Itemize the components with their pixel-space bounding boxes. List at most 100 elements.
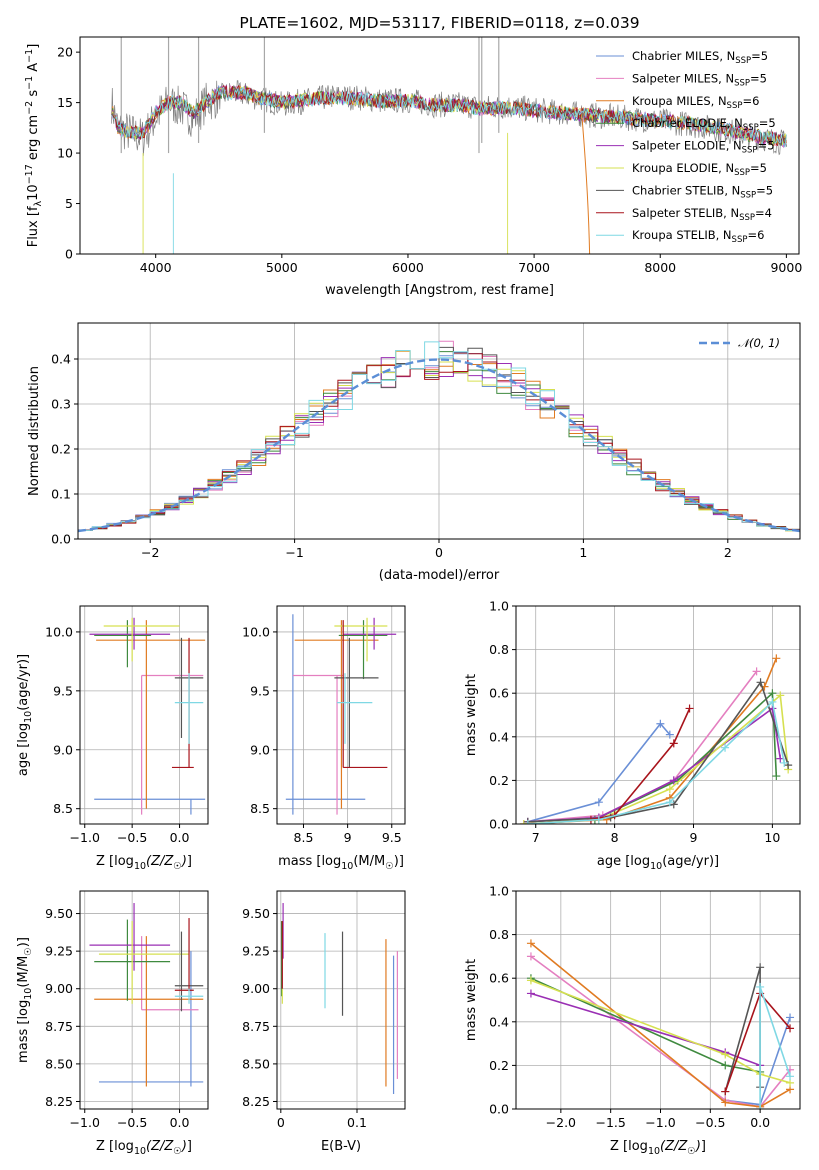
x-axis-label: age [log10(age/yr)] (597, 854, 719, 872)
label-part: ] (187, 1139, 192, 1154)
axes-frame (276, 605, 406, 825)
x-axis-label: Z [log10(Z/Z☉)] (610, 1139, 706, 1157)
y-tick-label: 9.0 (53, 742, 73, 757)
weight-vs-age-plot-area (519, 654, 793, 824)
label-part: ☉ (687, 1146, 696, 1157)
label-part: Z [log (96, 1139, 134, 1154)
series-point (665, 798, 674, 807)
x-tick-label: 0.1 (347, 1115, 367, 1130)
label-part: mass weight (464, 959, 479, 1041)
series-point (721, 1050, 730, 1059)
legend-name: Chabrier ELODIE, N (632, 116, 743, 130)
series-line-salpeter-elodie (527, 707, 782, 823)
label-part: ☉ (385, 861, 394, 872)
y-tick-label: 0.0 (489, 817, 509, 832)
series-point (768, 689, 777, 698)
series-line-chabrier-stelib (724, 967, 761, 1092)
series-point (721, 1087, 730, 1096)
series-point (685, 704, 694, 713)
series-line-kroupa-stelib (527, 700, 785, 824)
x-tick-label: 9000 (770, 260, 802, 275)
weight-vs-Z-plot-area (526, 939, 795, 1109)
label-part: )] (16, 937, 31, 947)
series-point (669, 739, 678, 748)
series-point (665, 730, 674, 739)
y-axis-label: Flux [fλ10−17 erg cm−2 s−1 A−1] (24, 44, 44, 248)
series-point (756, 678, 765, 687)
x-tick-label: 8.5 (294, 830, 314, 845)
legend-entry: Chabrier STELIB, NSSP=5 (632, 183, 773, 200)
y-tick-label: 0.4 (489, 729, 509, 744)
x-tick-label: 4000 (140, 260, 172, 275)
y-tick-label: 0.4 (489, 1014, 509, 1029)
normal-curve (78, 358, 800, 533)
series-point (768, 697, 777, 706)
axes-frame (515, 890, 801, 1110)
y-tick-label: 9.50 (45, 906, 73, 921)
mass-vs-Z-panel: −1.0 −0.5 0.0 8.25 8.50 8.75 9.00 9.25 9.50 Z [lo… (16, 890, 209, 1157)
series-line-chabrier-stelib (527, 680, 789, 823)
model-dropout (581, 117, 591, 254)
x-axis-label: E(B-V) (321, 1139, 361, 1154)
legend-value: =5 (750, 71, 767, 85)
series-point (665, 785, 674, 794)
y-tick-label: 8.50 (45, 1056, 73, 1071)
series-point (786, 1013, 795, 1022)
label-part: Normed distribution (27, 366, 42, 496)
y-tick-label: 8.50 (242, 1056, 270, 1071)
x-tick-label: 8000 (644, 260, 676, 275)
axes-frame (79, 36, 800, 255)
label-part: (M/M (16, 956, 31, 988)
x-tick-label: 0.0 (170, 1115, 190, 1130)
label-part: ) (181, 854, 187, 869)
x-tick-label: −1.0 (70, 830, 100, 845)
legend-value: =5 (756, 183, 773, 197)
x-tick-label: 5000 (266, 260, 298, 275)
series-line-salpeter-miles (530, 955, 791, 1108)
x-tick-label: −1 (285, 545, 303, 560)
y-tick-label: 0.6 (489, 686, 509, 701)
x-tick-label: 7 (532, 830, 540, 845)
label-part: 10 (134, 1146, 146, 1157)
legend-sub: SSP (727, 101, 743, 111)
model-line-kroupa-stelib (111, 86, 787, 148)
y-tick-label: 9.25 (45, 944, 73, 959)
label-part: Z [log (610, 1139, 648, 1154)
x-tick-label: 8 (611, 830, 619, 845)
label-part: 10 (23, 711, 34, 723)
legend-entry: Kroupa MILES, NSSP=6 (632, 94, 759, 111)
legend-name: Salpeter MILES, N (632, 71, 734, 85)
residuals-plot-area (78, 340, 800, 534)
x-axis-label: wavelength [Angstrom, rest frame] (325, 283, 554, 298)
x-tick-label: 0.0 (170, 830, 190, 845)
series-point (526, 952, 535, 961)
legend-sub: SSP (732, 235, 748, 245)
series-point (756, 982, 765, 991)
label-part: 10 (650, 861, 662, 872)
y-tick-label: 1.0 (489, 599, 509, 614)
x-tick-label: −0.5 (117, 1115, 147, 1130)
legend-entry: Kroupa ELODIE, NSSP=5 (632, 161, 767, 178)
x-tick-label: 1 (579, 545, 587, 560)
label-part: (Z/Z (660, 1139, 688, 1154)
label-part: ] (701, 1139, 706, 1154)
y-tick-label: 15 (57, 95, 73, 110)
series-point (756, 1105, 765, 1109)
y-tick-label: 0.0 (51, 532, 71, 547)
label-part: ☉ (173, 861, 182, 872)
x-axis-label: Z [log10(Z/Z☉)] (96, 1139, 192, 1157)
y-tick-label: 0.0 (489, 1102, 509, 1117)
series-point (526, 939, 535, 948)
legend-entry: Chabrier ELODIE, NSSP=5 (632, 116, 776, 133)
mass-vs-EBV-panel: 0 0.1 8.25 8.50 8.75 9.00 9.25 9.50 E(B-V) (242, 890, 406, 1154)
legend-value: =5 (758, 139, 775, 153)
legend-name: Kroupa STELIB, N (632, 228, 732, 242)
axes-frame (79, 605, 209, 825)
axes-frame (515, 605, 801, 825)
label-part: ) (695, 1139, 701, 1154)
legend-sub: SSP (740, 190, 756, 200)
legend-value: =6 (742, 94, 759, 108)
legend-name: Chabrier MILES, N (632, 49, 735, 63)
series-line-kroupa-miles (523, 657, 778, 824)
